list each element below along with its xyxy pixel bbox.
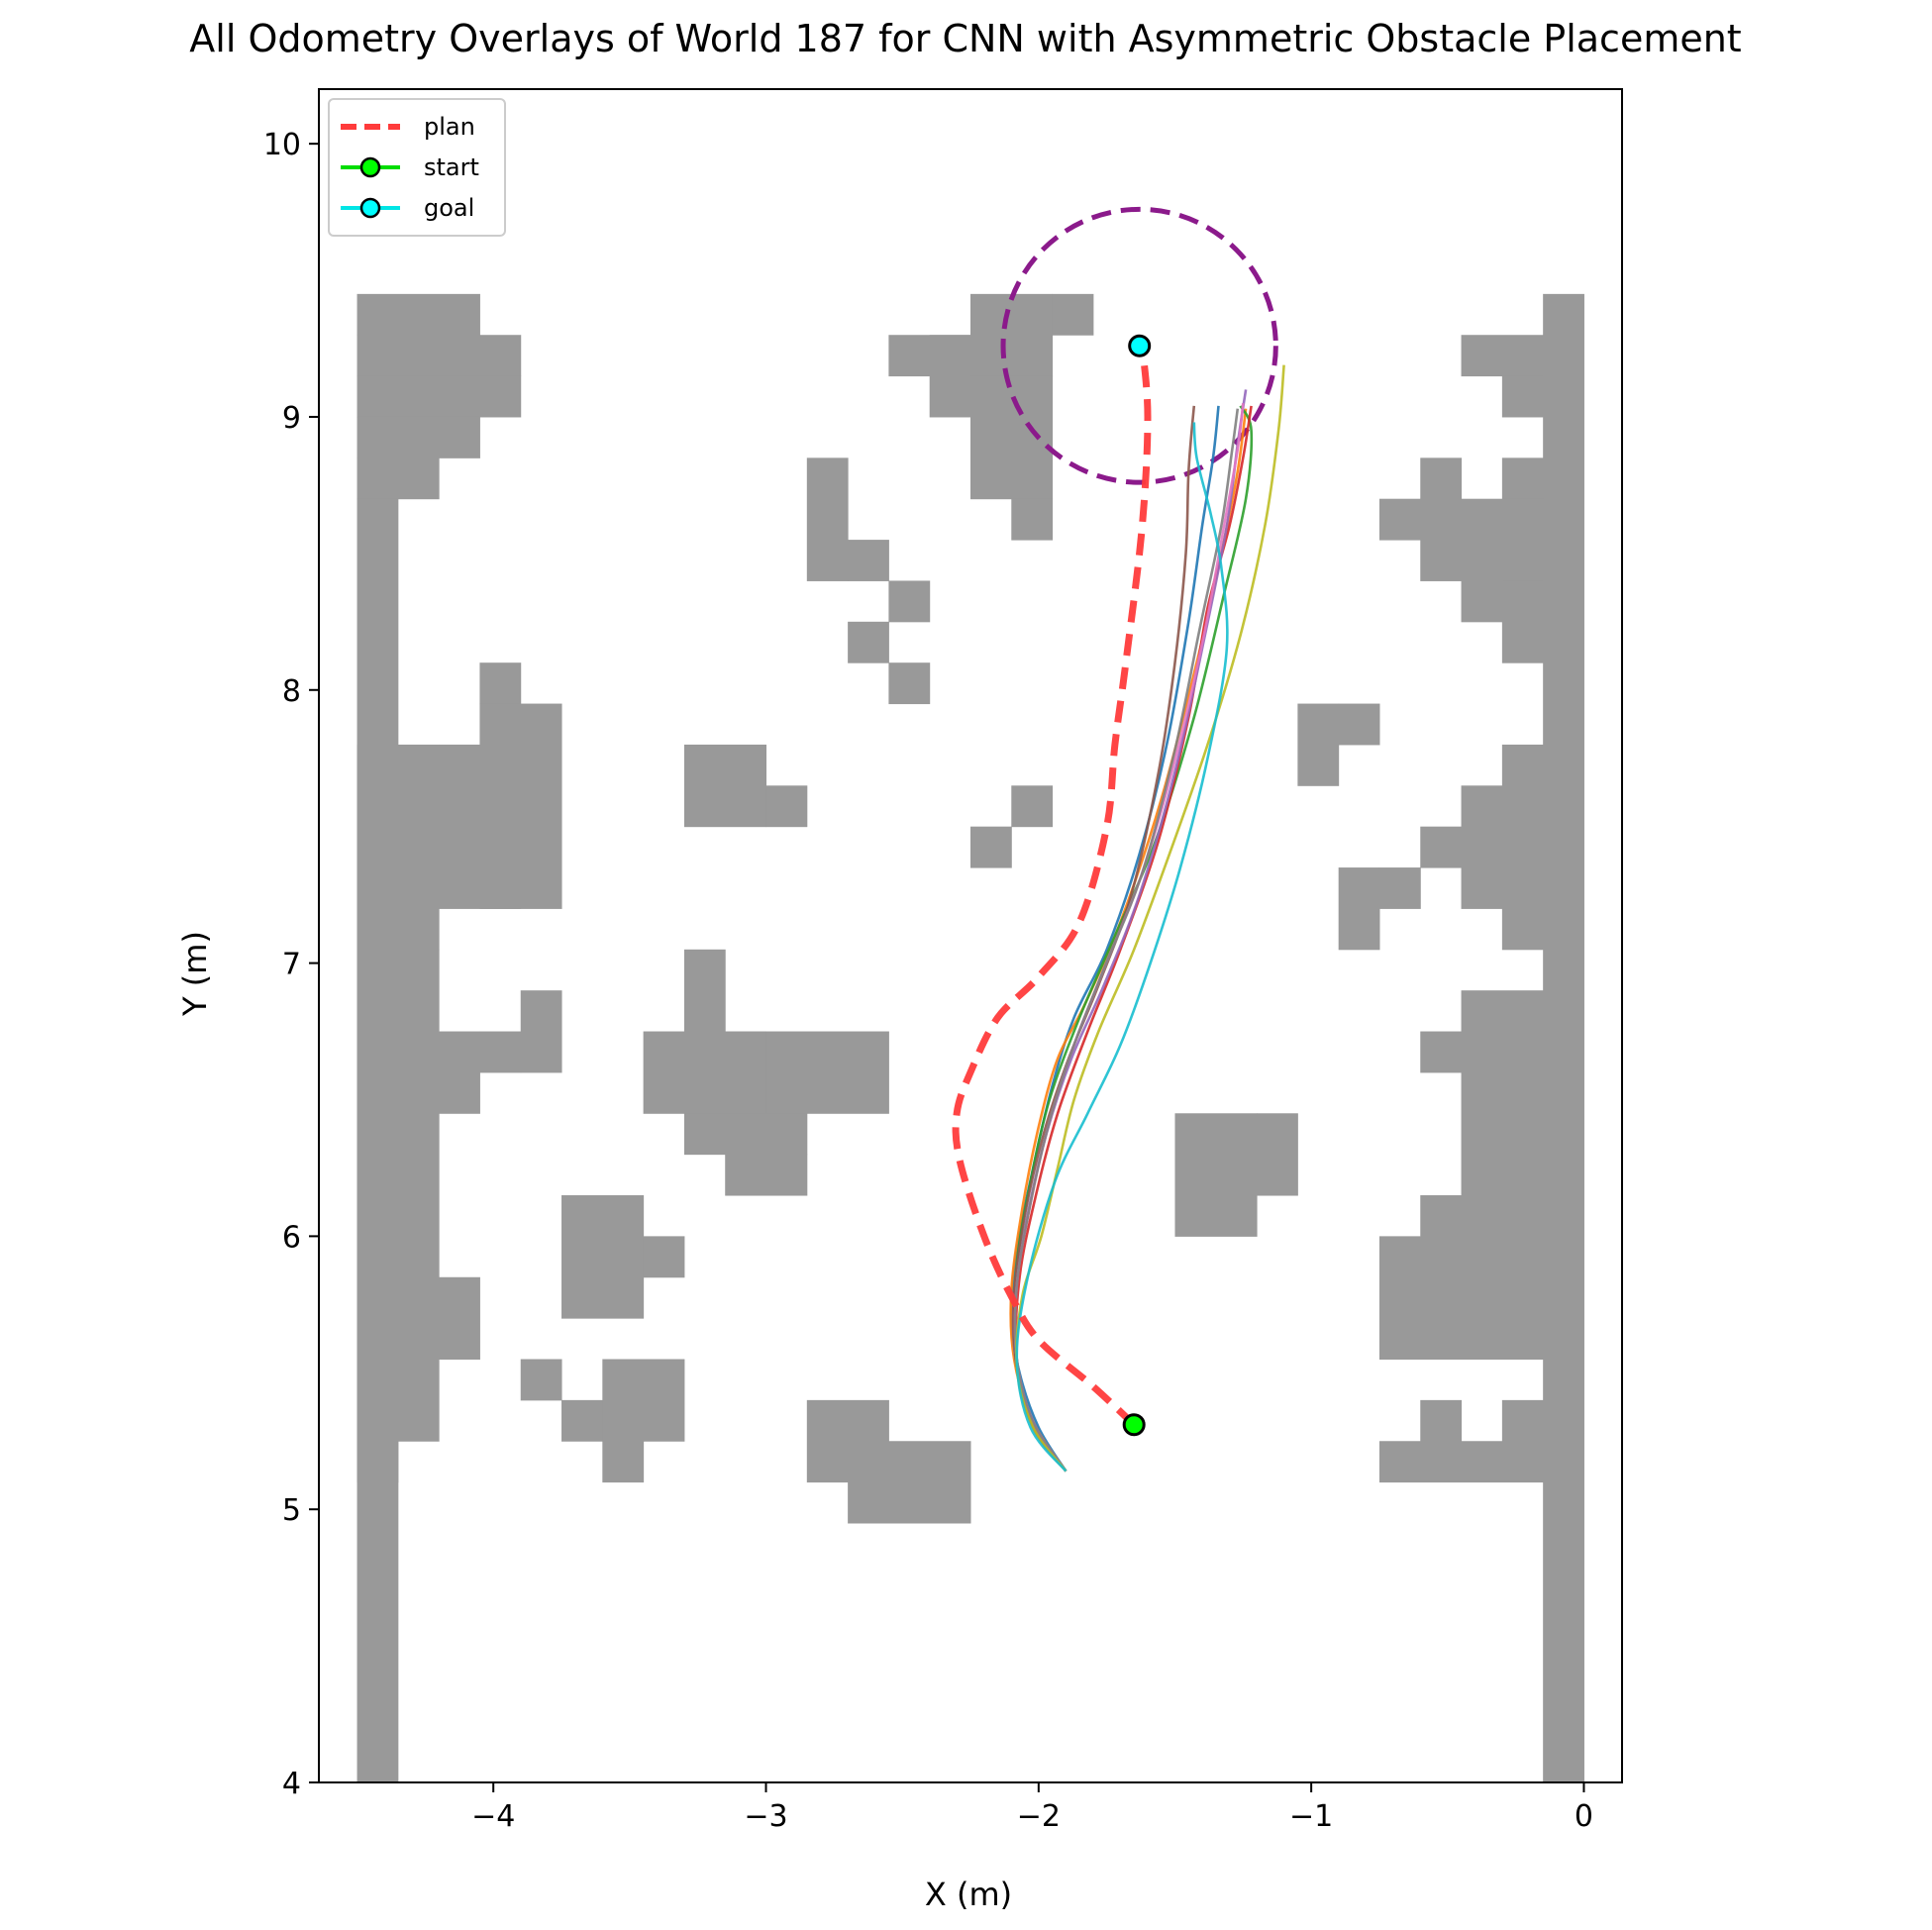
obstacle-cell	[848, 540, 889, 581]
obstacle-cell	[1501, 744, 1544, 951]
obstacle-cell	[1420, 1399, 1463, 1442]
obstacle-cell	[1257, 1113, 1298, 1196]
obstacle-cell	[356, 457, 440, 500]
obstacle-cell	[1297, 703, 1340, 786]
y-tick-label: 9	[282, 401, 301, 436]
obstacle-cell	[1378, 498, 1421, 541]
x-tick-label: −4	[471, 1799, 515, 1834]
obstacle-cell	[602, 1359, 685, 1442]
plot-frame	[318, 88, 1623, 1783]
obstacle-cell	[765, 785, 808, 828]
obstacle-cell	[765, 1031, 889, 1114]
obstacle-cell	[1011, 498, 1054, 541]
obstacle-cell	[520, 990, 562, 1073]
obstacle-cell	[1338, 867, 1380, 951]
obstacle-cell	[1378, 1236, 1544, 1360]
obstacle-cell	[683, 744, 767, 828]
y-tick-label: 4	[282, 1767, 301, 1801]
obstacle-cell	[970, 375, 1054, 500]
obstacle-cell	[356, 744, 440, 951]
plan-path	[952, 345, 1152, 1428]
obstacle-cell	[479, 662, 522, 705]
obstacle-cell	[356, 949, 440, 1442]
obstacle-cell	[602, 1441, 645, 1483]
y-axis-label: Y (m)	[176, 931, 214, 1017]
legend: plan start goal	[328, 98, 506, 237]
obstacle-cell	[1543, 293, 1584, 1782]
y-tick-label: 8	[282, 674, 301, 709]
obstacle-cell	[1461, 335, 1544, 377]
legend-marker-goal	[359, 197, 381, 219]
obstacle-cell	[1420, 1195, 1463, 1237]
obstacle-cell	[970, 293, 1054, 377]
legend-label-plan: plan	[424, 113, 475, 141]
obstacle-cell	[683, 949, 726, 1033]
goal-marker	[1128, 334, 1152, 357]
obstacle-cell	[1420, 457, 1463, 500]
obstacle-cell	[356, 416, 480, 458]
obstacle-cell	[356, 375, 522, 418]
obstacle-cell	[1174, 1113, 1258, 1237]
odometry-trajectory-8	[1013, 408, 1240, 1473]
obstacle-cell	[1420, 1031, 1463, 1073]
obstacle-cell	[356, 1441, 399, 1483]
obstacle-cell	[929, 335, 971, 418]
goal-tolerance-circle	[1000, 206, 1278, 485]
obstacle-cell	[848, 621, 889, 663]
y-tick-label: 6	[282, 1220, 301, 1255]
legend-label-goal: goal	[424, 194, 474, 222]
obstacle-cell	[1420, 498, 1544, 581]
chart-title: All Odometry Overlays of World 187 for C…	[189, 17, 1741, 60]
obstacle-cell	[848, 1441, 971, 1524]
x-tick-label: 0	[1575, 1799, 1593, 1834]
obstacle-cell	[439, 1276, 480, 1360]
obstacle-cell	[1052, 293, 1094, 336]
x-tick-label: −2	[1017, 1799, 1061, 1834]
obstacle-cell	[479, 703, 562, 909]
obstacle-cell	[643, 1236, 685, 1278]
obstacle-cell	[683, 1113, 808, 1156]
obstacle-cell	[1011, 785, 1054, 828]
obstacle-cell	[561, 1195, 645, 1319]
obstacle-cell	[1461, 580, 1503, 623]
x-tick-label: −1	[1289, 1799, 1333, 1834]
obstacle-cell	[888, 662, 931, 705]
x-axis-label: X (m)	[925, 1876, 1012, 1913]
obstacle-cell	[1338, 703, 1380, 746]
obstacle-cell	[1420, 826, 1463, 868]
start-marker	[1122, 1413, 1146, 1437]
axes: −4 −3 −2 −1 0 4 5 6 7 8 9 10	[263, 88, 1623, 1834]
obstacle-cell	[1501, 375, 1544, 418]
legend-marker-start	[359, 156, 381, 178]
obstacle-cell	[643, 1031, 767, 1114]
y-tick-label: 7	[282, 948, 301, 982]
y-tick-label: 5	[282, 1493, 301, 1528]
x-tick-label: −3	[744, 1799, 787, 1834]
legend-label-start: start	[424, 153, 479, 181]
obstacle-cell	[356, 335, 522, 377]
obstacle-cell	[520, 1359, 562, 1401]
y-tick-label: 10	[263, 128, 301, 162]
obstacle-cell	[888, 580, 931, 623]
obstacle-cell	[1378, 1441, 1544, 1483]
obstacle-cell	[1501, 1399, 1544, 1442]
obstacle-cell	[479, 1031, 522, 1073]
obstacle-cell	[725, 1154, 808, 1196]
obstacle-cell	[439, 1031, 480, 1114]
obstacle-cell	[1461, 785, 1503, 909]
obstacle-cell	[1461, 990, 1544, 1237]
odometry-trajectory-10	[1015, 422, 1229, 1473]
obstacle-cell	[970, 826, 1012, 868]
plot-area	[356, 206, 1584, 1782]
obstacle-cell	[806, 457, 849, 581]
obstacle-cell	[356, 293, 480, 336]
obstacle-cell	[1378, 867, 1421, 909]
